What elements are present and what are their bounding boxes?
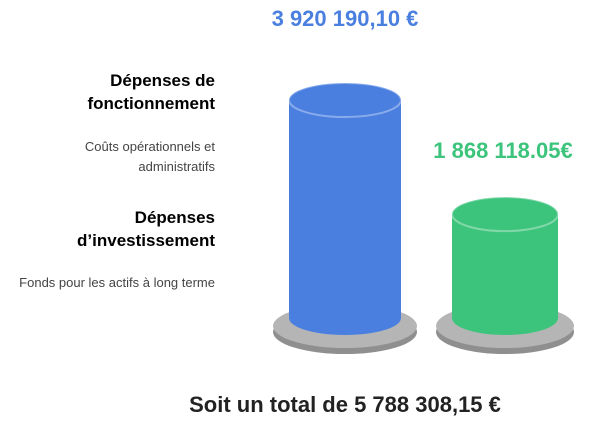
cylinder-top xyxy=(451,196,559,233)
category-label: Dépenses de fonctionnement xyxy=(87,71,216,113)
value-label: 3 920 190,10 € xyxy=(271,6,419,31)
cylinder xyxy=(288,82,402,335)
category-description: Coûts opérationnels et administratifs xyxy=(84,139,215,174)
total-label: Soit un total de 5 788 308,15 € xyxy=(189,392,501,417)
bar xyxy=(452,214,558,318)
category-label: Dépenses d’investissement xyxy=(77,208,215,250)
bar xyxy=(289,100,401,318)
cylinder-top xyxy=(288,82,402,118)
value-label: 1 868 118.05€ xyxy=(433,138,573,163)
category-description: Fonds pour les actifs à long terme xyxy=(19,275,215,290)
cylinder xyxy=(451,196,559,335)
